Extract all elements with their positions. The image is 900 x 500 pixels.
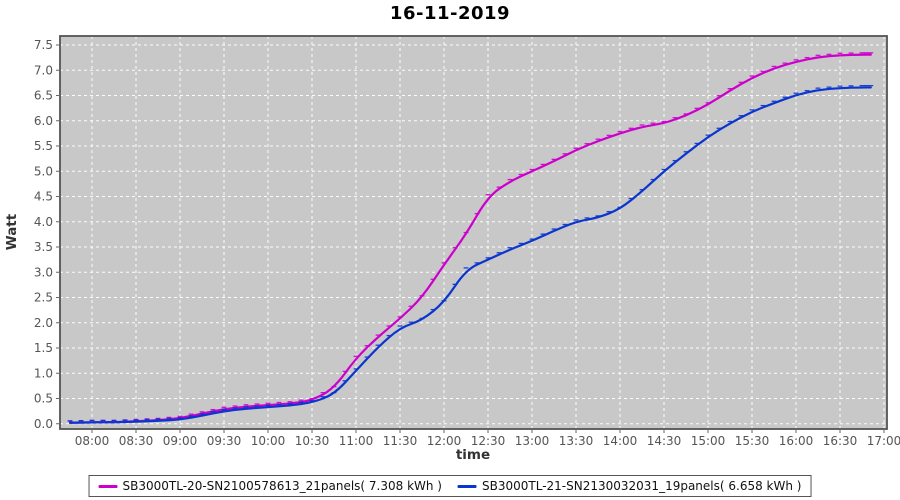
y-tick-label: 7.5 [34, 38, 53, 52]
x-tick-label: 11:00 [339, 434, 374, 448]
legend-label: SB3000TL-21-SN2130032031_19panels( 6.658… [482, 479, 802, 493]
y-tick-label: 1.5 [34, 341, 53, 355]
x-tick-label: 17:00 [867, 434, 900, 448]
y-tick-label: 0.0 [34, 417, 53, 431]
y-tick-label: 3.0 [34, 265, 53, 279]
x-tick-label: 13:30 [559, 434, 594, 448]
x-tick-label: 13:00 [515, 434, 550, 448]
y-tick-label: 0.5 [34, 392, 53, 406]
x-tick-label: 10:00 [251, 434, 286, 448]
y-tick-label: 7.0 [34, 63, 53, 77]
y-tick-label: 5.5 [34, 139, 53, 153]
x-tick-label: 16:30 [823, 434, 858, 448]
x-tick-label: 15:00 [691, 434, 726, 448]
plot-background [60, 36, 887, 429]
x-tick-label: 16:00 [779, 434, 814, 448]
legend-line-swatch [458, 484, 477, 488]
y-tick-label: 4.5 [34, 190, 53, 204]
y-tick-label: 4.0 [34, 215, 53, 229]
x-tick-label: 10:30 [295, 434, 330, 448]
x-tick-label: 11:30 [383, 434, 418, 448]
y-tick-label: 1.0 [34, 366, 53, 380]
y-tick-label: 2.0 [34, 316, 53, 330]
x-tick-label: 08:00 [75, 434, 110, 448]
legend-item: SB3000TL-20-SN2100578613_21panels( 7.308… [98, 479, 442, 493]
y-tick-label: 2.5 [34, 291, 53, 305]
x-axis-label: time [456, 447, 490, 463]
series-line [67, 84, 874, 424]
data-series-lines [67, 52, 874, 424]
x-tick-label: 08:30 [119, 434, 154, 448]
axes-ticks: 08:00 08:30 09:00 09:30 10:00 10:30 11:00 11:30… [34, 38, 900, 448]
x-tick-label: 12:00 [427, 434, 462, 448]
y-tick-label: 5.0 [34, 164, 53, 178]
legend: SB3000TL-20-SN2100578613_21panels( 7.308… [88, 475, 812, 497]
legend-label: SB3000TL-20-SN2100578613_21panels( 7.308… [122, 479, 442, 493]
y-tick-label: 6.5 [34, 89, 53, 103]
legend-line-swatch [98, 484, 118, 488]
x-tick-label: 14:00 [603, 434, 638, 448]
y-tick-label: 6.0 [34, 114, 53, 128]
gridlines [59, 35, 888, 430]
x-tick-label: 09:30 [207, 434, 242, 448]
chart-title: 16-11-2019 [389, 3, 511, 24]
x-tick-label: 09:00 [163, 434, 198, 448]
y-axis-label: Watt [4, 213, 20, 250]
x-tick-label: 14:30 [647, 434, 682, 448]
x-tick-label: 15:30 [735, 434, 770, 448]
legend-item: SB3000TL-21-SN2130032031_19panels( 6.658… [458, 479, 801, 493]
x-tick-label: 12:30 [471, 434, 506, 448]
y-tick-label: 3.5 [34, 240, 53, 254]
